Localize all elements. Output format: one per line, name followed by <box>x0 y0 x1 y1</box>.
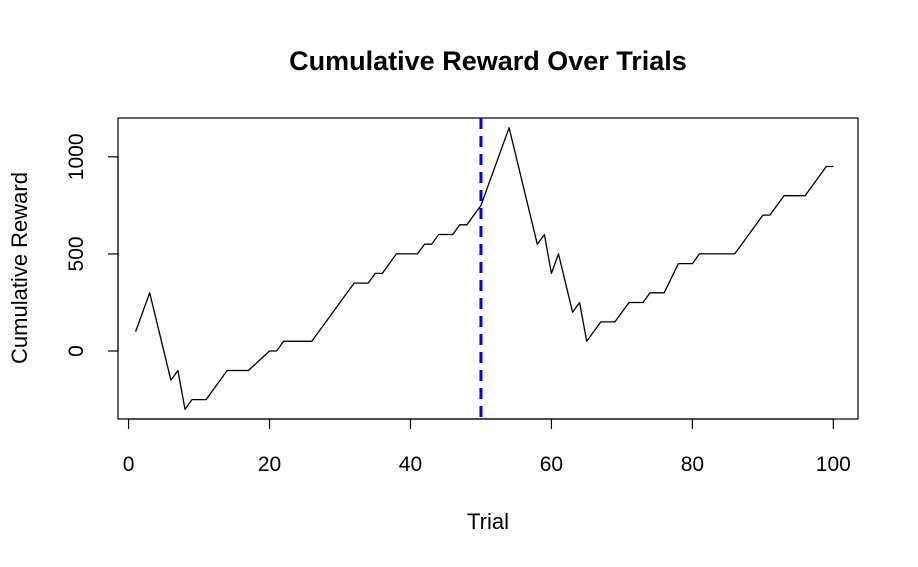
x-tick-label-3: 60 <box>540 453 563 476</box>
series-layer <box>134 127 834 410</box>
x-tick-label-4: 80 <box>681 453 704 476</box>
x-axis-label: Trial <box>467 509 509 534</box>
x-tick-label-2: 40 <box>399 453 422 476</box>
y-axis: 0 500 1000 <box>65 133 119 357</box>
y-tick-label-0: 0 <box>65 345 88 357</box>
y-tick-label-1: 500 <box>65 236 88 271</box>
x-tick-label-0: 0 <box>123 453 135 476</box>
plot-box <box>117 117 859 420</box>
chart-title: Cumulative Reward Over Trials <box>289 46 687 76</box>
x-tick-label-1: 20 <box>258 453 281 476</box>
series-line-0 <box>134 127 834 410</box>
y-axis-label: Cumulative Reward <box>7 172 32 364</box>
y-tick-label-2: 1000 <box>65 133 88 180</box>
x-axis: 0 20 40 60 80 100 <box>123 418 851 476</box>
x-tick-label-5: 100 <box>816 453 851 476</box>
